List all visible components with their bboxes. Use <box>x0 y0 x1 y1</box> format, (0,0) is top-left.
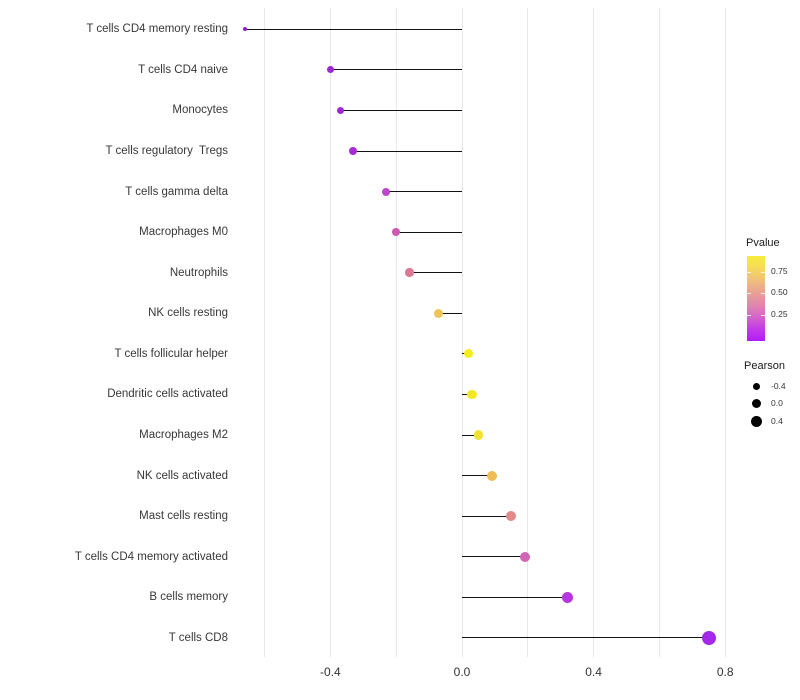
colorbar-tick <box>761 271 765 273</box>
x-tick-label: 0.4 <box>585 665 602 679</box>
lollipop-stem <box>396 231 462 233</box>
lollipop-dot <box>405 268 414 277</box>
category-label: Macrophages M2 <box>139 429 228 441</box>
gridline <box>527 8 529 657</box>
pearson-size-dot <box>752 399 761 408</box>
lollipop-stem <box>462 556 525 558</box>
lollipop-dot <box>242 27 247 32</box>
lollipop-dot <box>473 430 484 440</box>
category-label: T cells CD8 <box>168 631 228 644</box>
category-label: Neutrophils <box>169 266 228 279</box>
gridline <box>329 8 331 657</box>
lollipop-dot <box>336 106 345 115</box>
lollipop-stem <box>462 637 709 639</box>
category-label: T cells CD4 memory resting <box>86 23 228 36</box>
category-label: Dendritic cells activated <box>107 388 228 401</box>
colorbar-tick-label: 0.75 <box>771 266 788 277</box>
gridline <box>461 8 463 657</box>
lollipop-stem <box>409 272 462 274</box>
lollipop-stem <box>462 434 479 436</box>
lollipop-stem <box>462 515 512 517</box>
x-tick-label: 0.8 <box>716 665 734 679</box>
pearson-legend-title: Pearson <box>744 360 785 372</box>
colorbar-tick <box>747 314 751 316</box>
pearson-size-dot <box>753 382 760 390</box>
category-label: T cells gamma delta <box>125 185 228 198</box>
lollipop-dot <box>382 187 391 196</box>
colorbar-tick-label: 0.25 <box>771 309 788 320</box>
category-label: Monocytes <box>172 104 228 117</box>
lollipop-dot <box>701 630 716 645</box>
colorbar-tick <box>761 292 765 294</box>
category-label: T cells CD4 naive <box>138 63 228 76</box>
lollipop-stem <box>353 150 462 152</box>
colorbar-tick <box>747 292 751 294</box>
category-label: Mast cells resting <box>139 510 228 523</box>
pearson-size-label: 0.0 <box>771 398 783 408</box>
pvalue-colorbar <box>747 256 765 341</box>
category-label: T cells regulatory Tregs <box>105 145 228 157</box>
lollipop-stem <box>244 28 462 30</box>
category-label: B cells memory <box>149 591 228 604</box>
lollipop-stem <box>330 69 462 71</box>
gridline <box>593 8 595 657</box>
lollipop-dot <box>561 591 573 603</box>
gridline <box>658 8 660 657</box>
pearson-size-label: -0.4 <box>771 380 786 391</box>
lollipop-dot <box>349 147 358 155</box>
lollipop-dot <box>434 308 444 318</box>
lollipop-dot <box>486 470 497 481</box>
lollipop-dot <box>464 349 474 359</box>
lollipop-stem <box>386 191 462 193</box>
lollipop-stem <box>462 393 472 395</box>
lollipop-dot <box>467 389 477 400</box>
lollipop-stem <box>438 312 462 314</box>
lollipop-stem <box>340 109 462 111</box>
lollipop-dot <box>326 66 334 74</box>
colorbar-tick <box>747 271 751 273</box>
pearson-size-dot <box>751 415 762 427</box>
colorbar-tick-label: 0.50 <box>771 287 788 298</box>
lollipop-dot <box>506 511 517 522</box>
lollipop-dot <box>392 228 401 237</box>
category-label: T cells CD4 memory activated <box>74 550 228 563</box>
pvalue-legend-title: Pvalue <box>746 237 780 249</box>
category-label: NK cells activated <box>136 469 228 482</box>
lollipop-stem <box>462 475 492 477</box>
gridline <box>724 8 726 657</box>
lollipop-stem <box>462 596 568 598</box>
x-tick-label: 0.0 <box>453 665 471 679</box>
lollipop-dot <box>519 551 530 562</box>
gridline <box>264 8 266 657</box>
pearson-size-label: 0.4 <box>771 415 783 426</box>
gridline <box>395 8 397 657</box>
category-label: Macrophages M0 <box>139 226 228 239</box>
category-label: NK cells resting <box>148 307 228 320</box>
x-tick-label: -0.4 <box>320 665 341 679</box>
colorbar-tick <box>761 314 765 316</box>
category-label: T cells follicular helper <box>114 347 228 360</box>
